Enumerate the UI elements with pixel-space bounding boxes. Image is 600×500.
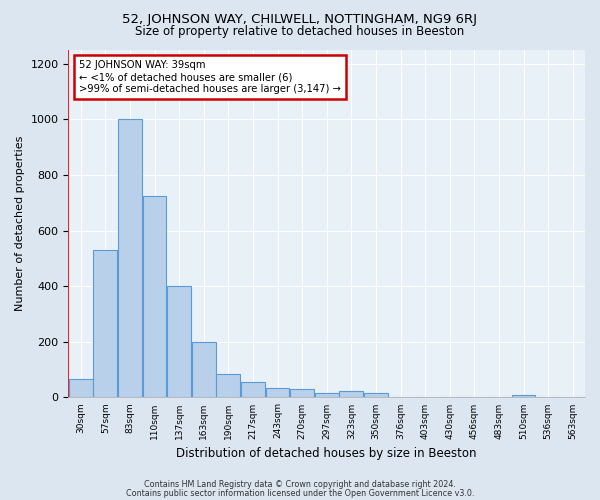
Bar [266,388,289,398]
Bar [241,382,265,398]
X-axis label: Distribution of detached houses by size in Beeston: Distribution of detached houses by size … [176,447,477,460]
Text: Contains public sector information licensed under the Open Government Licence v3: Contains public sector information licen… [126,489,474,498]
Y-axis label: Number of detached properties: Number of detached properties [15,136,25,312]
Text: 52 JOHNSON WAY: 39sqm
← <1% of detached houses are smaller (6)
>99% of semi-deta: 52 JOHNSON WAY: 39sqm ← <1% of detached … [79,60,341,94]
Bar [340,392,363,398]
Bar [512,394,535,398]
Bar [364,394,388,398]
Bar [94,250,117,398]
Text: Size of property relative to detached houses in Beeston: Size of property relative to detached ho… [136,25,464,38]
Text: Contains HM Land Registry data © Crown copyright and database right 2024.: Contains HM Land Registry data © Crown c… [144,480,456,489]
Bar [192,342,215,398]
Text: 52, JOHNSON WAY, CHILWELL, NOTTINGHAM, NG9 6RJ: 52, JOHNSON WAY, CHILWELL, NOTTINGHAM, N… [122,12,478,26]
Bar [69,380,92,398]
Bar [118,120,142,398]
Bar [217,374,240,398]
Bar [167,286,191,398]
Bar [143,196,166,398]
Bar [315,394,338,398]
Bar [290,389,314,398]
